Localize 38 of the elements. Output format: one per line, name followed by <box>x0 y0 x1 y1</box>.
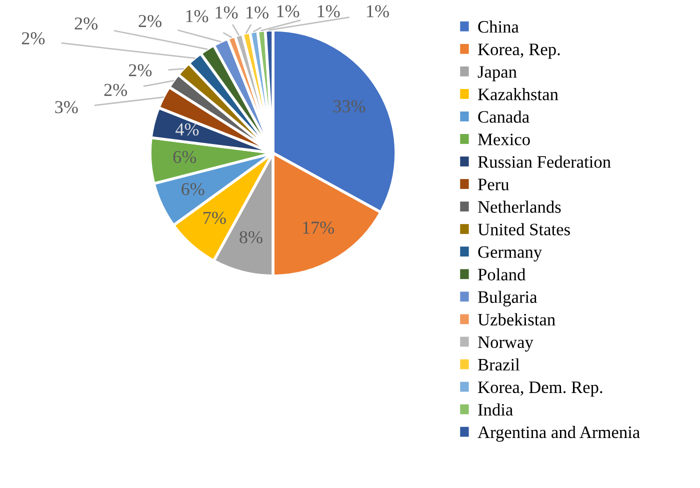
legend-label: Canada <box>478 110 530 123</box>
data-label: 4% <box>176 123 199 136</box>
data-label: 1% <box>216 6 238 19</box>
legend-label: United States <box>478 223 570 236</box>
data-label: 1% <box>318 5 340 18</box>
legend-label: Mexico <box>478 134 530 146</box>
legend-label: Poland <box>478 268 526 280</box>
legend-label: China <box>478 20 519 33</box>
data-label: 2% <box>22 32 45 44</box>
data-label: 2% <box>138 14 162 28</box>
data-label: 8% <box>240 231 262 244</box>
data-label: 1% <box>246 6 268 19</box>
data-label: 6% <box>173 150 196 164</box>
data-label: 2% <box>128 64 152 76</box>
legend-label: Uzbekistan <box>478 313 556 326</box>
data-label: 1% <box>367 5 389 18</box>
data-label: 33% <box>334 100 366 112</box>
data-label: 1% <box>186 10 208 22</box>
data-label: 3% <box>55 101 78 114</box>
legend-label: Brazil <box>478 358 520 371</box>
data-label: 17% <box>303 222 334 234</box>
legend-label: Kazakhstan <box>478 88 558 100</box>
data-label: 7% <box>204 212 226 224</box>
legend-label: Peru <box>478 178 510 190</box>
legend-label: Korea, Dem. Rep. <box>478 382 602 397</box>
legend-label: Norway <box>478 336 534 352</box>
data-label: 2% <box>74 17 98 30</box>
legend-label: Argentina and Armenia <box>478 426 640 442</box>
legend-label: Japan <box>478 66 517 82</box>
data-label: 6% <box>182 183 204 196</box>
legend-label: Korea, Rep. <box>478 44 560 59</box>
legend-label: Netherlands <box>478 200 561 213</box>
legend-label: Bulgaria <box>478 290 538 307</box>
legend-label: India <box>478 403 513 416</box>
legend-label: Germany <box>478 246 542 262</box>
data-label: 2% <box>104 84 128 96</box>
data-label: 1% <box>277 5 300 18</box>
legend-label: Russian Federation <box>478 156 611 168</box>
